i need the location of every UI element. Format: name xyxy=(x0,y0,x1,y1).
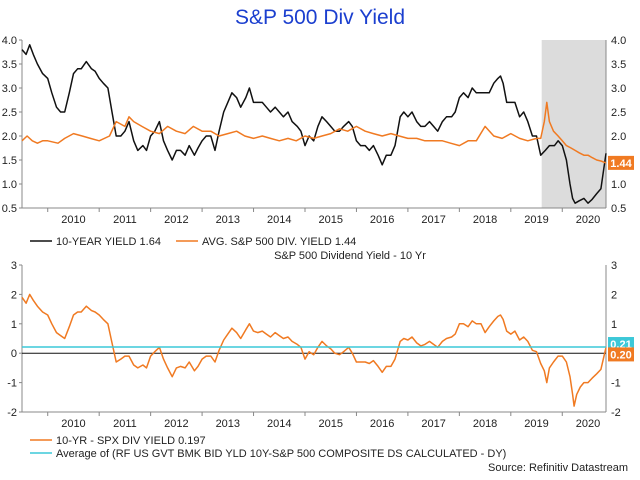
y-tick-label-right: 3.5 xyxy=(611,59,626,71)
x-tick-label: 2013 xyxy=(216,214,240,226)
y-tick-label-left: 3.5 xyxy=(2,59,17,71)
shaded-period xyxy=(541,40,606,208)
x-tick-label: 2011 xyxy=(113,418,137,430)
series-line-1 xyxy=(21,44,607,204)
x-tick-label: 2020 xyxy=(576,418,600,430)
x-tick-label: 2014 xyxy=(267,214,291,226)
y-tick-label-left: 2.0 xyxy=(2,131,17,143)
y-tick-label-left: 1.5 xyxy=(2,155,17,167)
x-tick-label: 2019 xyxy=(524,214,548,226)
y-tick-label-left: 2 xyxy=(11,289,17,301)
y-tick-label-right: 1.0 xyxy=(611,179,626,191)
x-tick-label: 2013 xyxy=(216,418,240,430)
legend-label: Average of (RF US GVT BMK BID YLD 10Y-S&… xyxy=(56,448,506,460)
panel-title: S&P 500 Dividend Yield - 10 Yr xyxy=(274,250,426,262)
y-tick-label-right: 4.0 xyxy=(611,35,626,47)
y-tick-label-right: 1 xyxy=(611,319,617,331)
y-tick-label-right: 0.5 xyxy=(611,203,626,215)
y-tick-label-right: 2.5 xyxy=(611,107,626,119)
y-tick-label-left: 3.0 xyxy=(2,83,17,95)
x-tick-label: 2014 xyxy=(267,418,291,430)
y-tick-label-left: 2.5 xyxy=(2,107,17,119)
y-tick-label-left: 3 xyxy=(11,260,17,272)
legend-label: 10-YEAR YIELD 1.64 xyxy=(56,236,161,248)
y-tick-label-right: 3.0 xyxy=(611,83,626,95)
x-tick-label: 2017 xyxy=(421,418,445,430)
y-tick-label-right: 2.0 xyxy=(611,131,626,143)
y-tick-label-right: -1 xyxy=(611,378,621,390)
legend-label: 10-YR - SPX DIV YIELD 0.197 xyxy=(56,435,206,447)
y-tick-label-left: -2 xyxy=(7,407,17,419)
end-value-label: 1.44 xyxy=(610,158,632,170)
y-tick-label-left: 0.5 xyxy=(2,203,17,215)
y-tick-label-left: -1 xyxy=(7,378,17,390)
y-tick-label-left: 1 xyxy=(11,319,17,331)
y-tick-label-right: -2 xyxy=(611,407,621,419)
top-chart: 0.50.51.01.01.51.52.02.02.52.53.03.03.53… xyxy=(2,35,634,248)
x-tick-label: 2010 xyxy=(61,214,85,226)
end-value-badge xyxy=(608,347,634,362)
series-line-2 xyxy=(21,101,607,164)
y-tick-label-left: 4.0 xyxy=(2,35,17,47)
x-tick-label: 2018 xyxy=(473,418,497,430)
end-value-badge xyxy=(608,155,634,170)
x-tick-label: 2017 xyxy=(421,214,445,226)
x-tick-label: 2015 xyxy=(318,418,342,430)
x-tick-label: 2012 xyxy=(164,214,188,226)
y-tick-label-left: 0 xyxy=(11,348,17,360)
x-tick-label: 2016 xyxy=(370,418,394,430)
bottom-chart: -2-2-1-100112233201020112012201320142015… xyxy=(7,250,634,460)
y-tick-label-left: 1.0 xyxy=(2,179,17,191)
legend-label: AVG. S&P 500 DIV. YIELD 1.44 xyxy=(202,236,356,248)
x-tick-label: 2020 xyxy=(576,214,600,226)
x-tick-label: 2015 xyxy=(318,214,342,226)
x-tick-label: 2018 xyxy=(473,214,497,226)
x-tick-label: 2016 xyxy=(370,214,394,226)
x-tick-label: 2012 xyxy=(164,418,188,430)
x-tick-label: 2010 xyxy=(61,418,85,430)
source-note: Source: Refinitiv Datastream xyxy=(488,462,628,474)
series-line-1 xyxy=(21,293,607,407)
chart-title: S&P 500 Div Yield xyxy=(234,6,406,29)
x-tick-label: 2019 xyxy=(524,418,548,430)
y-tick-label-right: 3 xyxy=(611,260,617,272)
y-tick-label-right: 2 xyxy=(611,289,617,301)
x-tick-label: 2011 xyxy=(113,214,137,226)
end-value-label: 0.20 xyxy=(610,349,631,361)
